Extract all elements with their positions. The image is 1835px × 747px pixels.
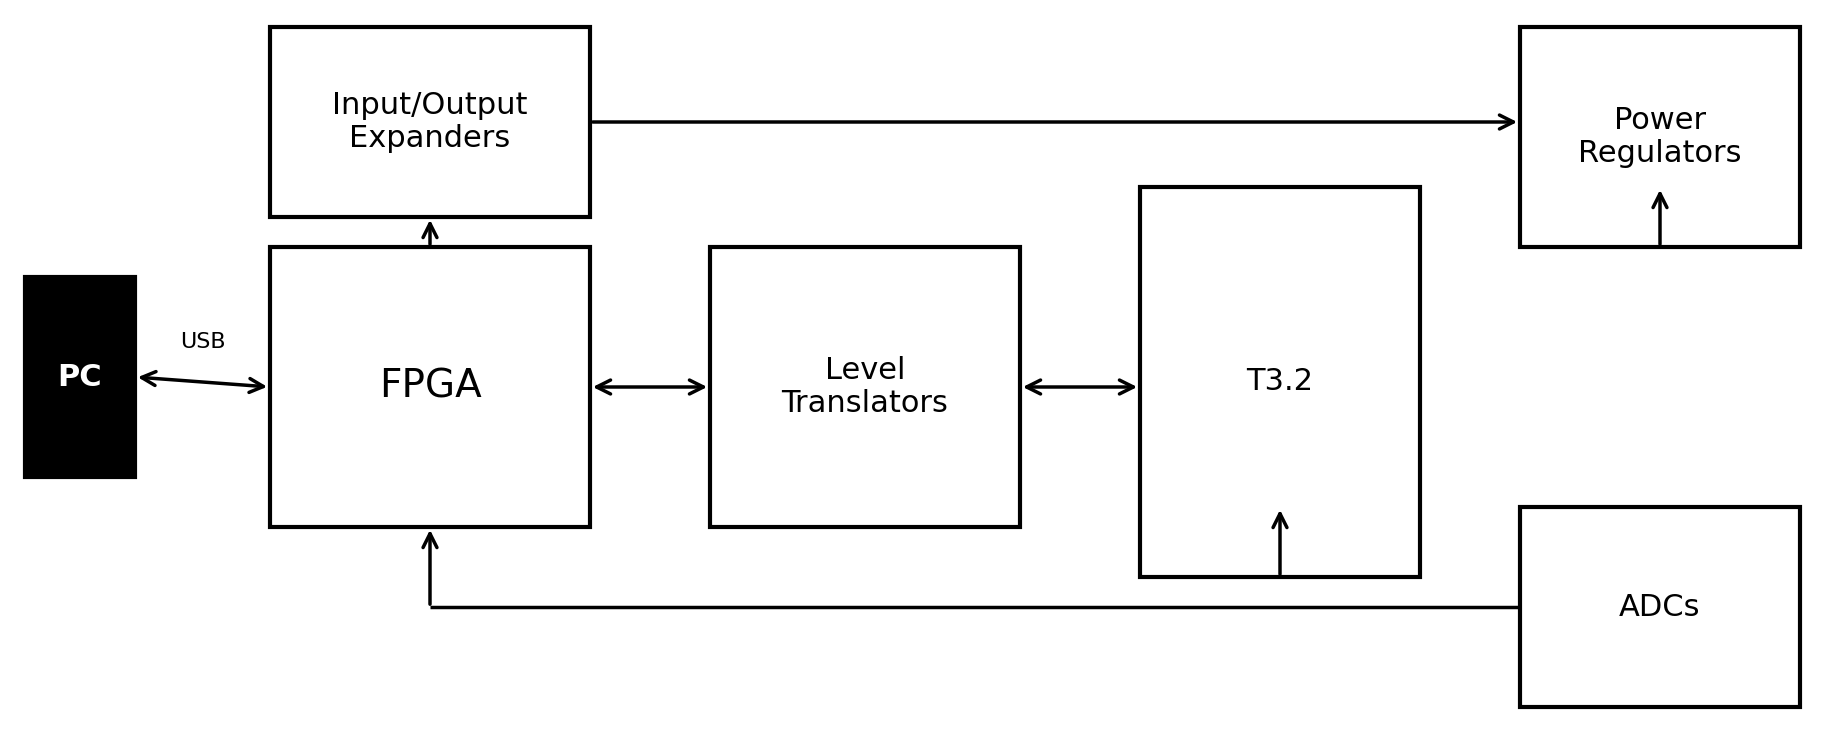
Bar	[710, 247, 1020, 527]
Text: FPGA: FPGA	[378, 368, 481, 406]
Bar	[26, 277, 136, 477]
Bar	[270, 27, 591, 217]
Text: Power
Regulators: Power Regulators	[1578, 105, 1741, 168]
Bar	[270, 247, 591, 527]
Bar	[1140, 187, 1420, 577]
Text: USB: USB	[180, 332, 226, 352]
Text: PC: PC	[57, 362, 103, 391]
Bar	[1519, 27, 1800, 247]
Bar	[1519, 507, 1800, 707]
Text: T3.2: T3.2	[1246, 368, 1314, 397]
Text: Input/Output
Expanders: Input/Output Expanders	[332, 90, 528, 153]
Text: Level
Translators: Level Translators	[782, 356, 949, 418]
Text: ADCs: ADCs	[1618, 592, 1701, 622]
